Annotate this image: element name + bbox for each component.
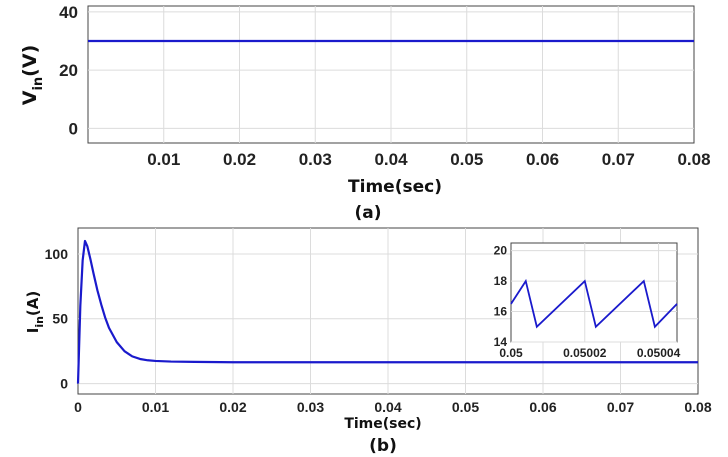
panel-b-caption: (b)	[369, 436, 397, 456]
panel-b: 0 0.01 0.02 0.03 0.04 0.05 0.06 0.07 0.08 0 50 100…	[24, 227, 712, 456]
panel-a: 0.01 0.02 0.03 0.04 0.05 0.06 0.07 0.08 0 20 40 T…	[19, 3, 711, 223]
inset-x-tick-label: 0.05002	[563, 346, 607, 360]
inset-y-tick-label: 20	[494, 244, 508, 258]
inset-y-ticks: 14 16 18 20	[494, 244, 508, 349]
x-tick-label: 0.06	[529, 399, 556, 415]
panel-a-xlabel: Time(sec)	[348, 177, 442, 197]
x-tick-label: 0.03	[299, 150, 332, 169]
panel-b-ylabel-main: I	[24, 328, 42, 334]
x-tick-label: 0.07	[607, 399, 634, 415]
panel-b-xlabel: Time(sec)	[344, 416, 421, 432]
panel-b-x-ticks: 0 0.01 0.02 0.03 0.04 0.05 0.06 0.07 0.08	[74, 399, 712, 415]
y-tick-label: 0	[69, 119, 78, 138]
panel-b-ylabel-text: Iin(A)	[24, 291, 46, 334]
panel-a-caption: (a)	[354, 203, 381, 223]
y-tick-label: 20	[59, 61, 78, 80]
y-tick-label: 0	[60, 376, 68, 392]
x-tick-label: 0.05	[450, 150, 483, 169]
x-tick-label: 0.06	[526, 150, 559, 169]
inset-y-tick-label: 16	[494, 305, 508, 319]
x-tick-label: 0.04	[374, 399, 401, 415]
inset-x-tick-label: 0.05004	[637, 346, 681, 360]
x-tick-label: 0.04	[374, 150, 408, 169]
panel-a-ylabel-sub: in	[31, 77, 46, 91]
panel-a-y-ticks: 0 20 40	[59, 3, 78, 139]
panel-b-y-ticks: 0 50 100	[45, 246, 69, 392]
panel-b-inset: 0.05 0.05002 0.05004 14 16 18 20	[494, 242, 681, 360]
panel-b-series	[76, 239, 698, 384]
x-tick-label: 0.02	[223, 150, 256, 169]
panel-b-ylabel-unit: (A)	[24, 291, 42, 316]
inset-x-ticks: 0.05 0.05002 0.05004	[499, 346, 680, 360]
y-tick-label: 100	[45, 246, 69, 262]
x-tick-label: 0.01	[142, 399, 169, 415]
x-tick-label: 0	[74, 399, 82, 415]
inset-y-tick-label: 14	[494, 335, 508, 349]
inset-x-tick-label: 0.05	[499, 346, 523, 360]
panel-a-x-ticks: 0.01 0.02 0.03 0.04 0.05 0.06 0.07 0.08	[147, 150, 710, 169]
y-tick-label: 50	[52, 311, 68, 327]
inset-series-line	[510, 278, 678, 329]
inset-grid	[511, 243, 677, 343]
panel-b-ylabel: Iin(A)	[24, 291, 46, 334]
x-tick-label: 0.08	[684, 399, 711, 415]
inset-y-tick-label: 18	[494, 274, 508, 288]
panel-a-ylabel-text: Vin(V)	[19, 45, 46, 106]
x-tick-label: 0.03	[297, 399, 324, 415]
panel-b-ylabel-sub: in	[33, 316, 46, 328]
x-tick-label: 0.05	[452, 399, 479, 415]
panel-a-ylabel: Vin(V)	[19, 45, 46, 106]
y-tick-label: 40	[59, 3, 78, 22]
x-tick-label: 0.02	[219, 399, 246, 415]
x-tick-label: 0.07	[602, 150, 635, 169]
series-line	[76, 239, 698, 384]
panel-a-grid	[88, 6, 694, 143]
inset-series	[510, 278, 678, 329]
x-tick-label: 0.08	[677, 150, 710, 169]
panel-a-ylabel-unit: (V)	[19, 45, 41, 77]
panel-a-ylabel-main: V	[19, 90, 41, 105]
x-tick-label: 0.01	[147, 150, 180, 169]
inset-plot-area	[510, 242, 678, 343]
